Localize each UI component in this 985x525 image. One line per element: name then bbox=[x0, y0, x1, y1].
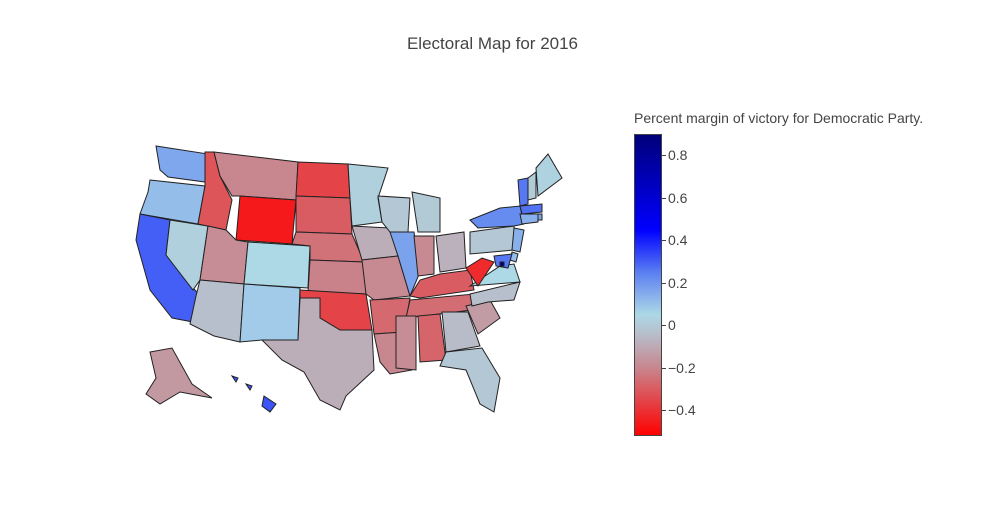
state-ct[interactable] bbox=[519, 213, 539, 225]
state-wa[interactable] bbox=[155, 145, 209, 183]
state-wv[interactable] bbox=[465, 257, 495, 287]
colorbar-tick-label: −0.2 bbox=[662, 359, 696, 376]
state-dc[interactable] bbox=[499, 261, 505, 267]
colorbar-tick-label: 0.8 bbox=[661, 147, 688, 164]
state-nh[interactable] bbox=[527, 171, 537, 201]
state-oh[interactable] bbox=[435, 231, 467, 273]
state-nj[interactable] bbox=[511, 227, 525, 253]
state-mo[interactable] bbox=[361, 255, 411, 301]
state-pa[interactable] bbox=[469, 225, 515, 255]
state-wi[interactable] bbox=[377, 195, 411, 233]
state-ma[interactable] bbox=[519, 203, 543, 215]
state-fl[interactable] bbox=[439, 347, 501, 413]
state-az[interactable] bbox=[189, 279, 245, 343]
state-ak[interactable] bbox=[145, 347, 213, 405]
state-hi[interactable] bbox=[230, 375, 277, 413]
state-or[interactable] bbox=[139, 179, 206, 225]
colorbar-tick-label: 0.4 bbox=[661, 232, 688, 249]
state-ms[interactable] bbox=[395, 315, 417, 371]
state-va[interactable] bbox=[468, 263, 521, 287]
colorbar-tick-label: 0.2 bbox=[661, 274, 688, 291]
state-ga[interactable] bbox=[441, 311, 481, 353]
us-map bbox=[135, 145, 563, 413]
state-sd[interactable] bbox=[295, 195, 353, 235]
state-co[interactable] bbox=[243, 241, 311, 289]
state-il[interactable] bbox=[389, 231, 421, 298]
colorbar-title: Percent margin of victory for Democratic… bbox=[634, 110, 924, 126]
chart-title: Electoral Map for 2016 bbox=[406, 34, 579, 53]
state-ny[interactable] bbox=[469, 205, 525, 229]
state-al[interactable] bbox=[417, 313, 447, 363]
colorbar-tick-label: 0.6 bbox=[661, 189, 688, 206]
state-ks[interactable] bbox=[307, 259, 367, 295]
state-ri[interactable] bbox=[537, 213, 543, 221]
state-nd[interactable] bbox=[295, 161, 351, 199]
colorbar-tick-label: −0.4 bbox=[662, 402, 696, 419]
state-nm[interactable] bbox=[239, 283, 301, 343]
state-wy[interactable] bbox=[235, 195, 297, 245]
colorbar-tick-label: 0 bbox=[662, 317, 676, 334]
state-in[interactable] bbox=[413, 235, 435, 277]
state-vt[interactable] bbox=[517, 177, 529, 207]
state-nc[interactable] bbox=[469, 281, 521, 307]
state-me[interactable] bbox=[535, 153, 563, 197]
state-mi[interactable] bbox=[411, 191, 441, 233]
colorbar bbox=[634, 134, 662, 436]
state-tx[interactable] bbox=[260, 297, 375, 411]
state-md[interactable] bbox=[493, 253, 513, 269]
